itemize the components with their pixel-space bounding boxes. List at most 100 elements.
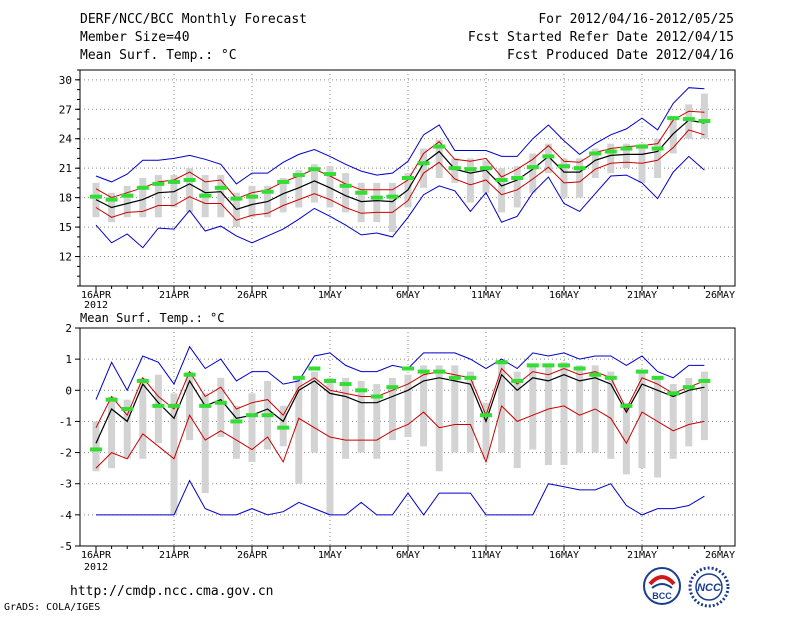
observed-marker xyxy=(464,375,477,380)
x-tick-label: 21MAY xyxy=(627,290,657,301)
source-url: http://cmdp.ncc.cma.gov.cn xyxy=(70,584,274,599)
ensemble-mean-line xyxy=(95,373,705,444)
y-tick-label: 18 xyxy=(59,192,72,205)
spread-box xyxy=(622,402,630,475)
observed-marker xyxy=(682,385,695,390)
spread-box xyxy=(279,178,287,213)
observed-marker xyxy=(542,154,555,159)
panel-title: Mean Surf. Temp.: °C xyxy=(80,311,225,325)
x-tick-label: 1MAY xyxy=(318,550,342,561)
observed-marker xyxy=(183,177,196,182)
observed-marker xyxy=(152,403,165,408)
observed-marker xyxy=(495,177,508,182)
variable-label: Mean Surf. Temp.: °C xyxy=(80,48,237,63)
ensemble-max-line xyxy=(95,345,705,400)
spread-box xyxy=(685,377,693,447)
x-tick-label: 6MAY xyxy=(396,550,420,561)
spread-box xyxy=(482,160,490,193)
observed-marker xyxy=(246,194,258,199)
observed-marker xyxy=(105,397,118,402)
ensemble-mean-line xyxy=(95,119,705,211)
spread-box xyxy=(529,365,537,450)
spread-box xyxy=(326,166,334,208)
spread-box xyxy=(420,148,428,188)
observed-marker xyxy=(511,378,524,383)
grads-credit: GrADS: COLA/IGES xyxy=(4,602,101,613)
observed-marker xyxy=(105,197,118,202)
observed-marker xyxy=(526,363,539,368)
spread-box xyxy=(513,371,521,469)
x-tick-label: 11MAY xyxy=(471,290,501,301)
observed-marker xyxy=(90,447,102,452)
x-tick-label: 26APR xyxy=(237,550,268,561)
spread-box xyxy=(576,365,584,453)
observed-marker xyxy=(230,196,243,201)
spread-box xyxy=(669,384,677,459)
observed-marker xyxy=(121,406,134,411)
y-tick-label: 12 xyxy=(59,251,72,264)
observed-marker xyxy=(386,385,399,390)
observed-marker xyxy=(448,375,461,380)
observed-marker xyxy=(604,149,617,154)
observed-marker xyxy=(339,183,352,188)
ncc-logo: NCC xyxy=(688,566,730,608)
observed-marker xyxy=(495,360,508,365)
temperature-panel: 12 15 18 21 24 27 30 16APR 21APR 26APR 1MAY 6MAY 11M… xyxy=(59,69,736,325)
observed-marker xyxy=(433,369,446,374)
spread-box xyxy=(357,380,365,453)
y-tick-label: 21 xyxy=(59,162,72,175)
observed-marker xyxy=(246,413,258,418)
observed-marker xyxy=(573,166,586,171)
x-year-label: 2012 xyxy=(84,562,108,573)
spread-box xyxy=(123,399,131,459)
observed-marker xyxy=(558,363,570,368)
observed-marker xyxy=(386,194,399,199)
spread-box xyxy=(654,138,662,178)
spread-box xyxy=(186,168,194,213)
observed-marker xyxy=(511,176,524,180)
spread-box xyxy=(560,362,568,466)
observed-marker xyxy=(324,172,336,177)
spread-box xyxy=(170,393,178,515)
x-tick-label: 16MAY xyxy=(549,290,579,301)
observed-marker xyxy=(277,425,290,430)
spread-box xyxy=(622,143,630,169)
x-tick-label: 26APR xyxy=(237,290,268,301)
spread-box xyxy=(342,377,350,459)
spread-box xyxy=(513,166,521,208)
spread-box xyxy=(607,371,615,459)
observed-marker xyxy=(698,119,711,124)
observed-marker xyxy=(199,193,212,198)
y-tick-label: -5 xyxy=(59,540,72,553)
spread-box xyxy=(295,377,303,484)
spread-box xyxy=(544,365,552,466)
observed-marker xyxy=(339,382,352,387)
x-tick-label: 26MAY xyxy=(705,290,735,301)
observed-marker xyxy=(168,403,180,408)
observed-marker xyxy=(417,161,430,166)
spread-box xyxy=(295,170,303,208)
observed-marker xyxy=(136,185,149,190)
spread-box xyxy=(435,365,443,472)
spread-box xyxy=(217,377,225,437)
observed-marker xyxy=(433,144,446,149)
spread-box xyxy=(466,371,474,453)
produced-date-label: Fcst Produced Date 2012/04/16 xyxy=(507,48,734,63)
started-date-label: Fcst Started Refer Date 2012/04/15 xyxy=(467,30,734,45)
svg-text:BCC: BCC xyxy=(652,591,672,601)
spread-box xyxy=(466,158,474,203)
x-tick-label: 16APR xyxy=(81,290,112,301)
spread-box xyxy=(139,377,147,459)
x-tick-label: 1MAY xyxy=(318,290,342,301)
observed-marker xyxy=(183,372,196,377)
spread-box xyxy=(326,377,334,515)
spread-box xyxy=(92,421,100,472)
mean-plus-sd-line xyxy=(95,110,705,200)
observed-marker xyxy=(526,165,539,170)
observed-marker xyxy=(292,375,305,380)
spread-box xyxy=(186,371,194,441)
observed-marker xyxy=(402,366,414,371)
spread-box xyxy=(654,377,662,478)
spread-box xyxy=(201,393,209,494)
observed-marker xyxy=(308,366,321,371)
